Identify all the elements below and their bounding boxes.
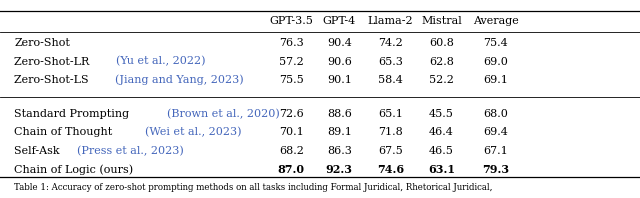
Text: 90.1: 90.1 xyxy=(327,75,351,85)
Text: 67.1: 67.1 xyxy=(484,146,508,156)
Text: 45.5: 45.5 xyxy=(429,109,454,119)
Text: 46.5: 46.5 xyxy=(429,146,454,156)
Text: Mistral: Mistral xyxy=(421,16,462,26)
Text: 62.8: 62.8 xyxy=(429,57,454,67)
Text: 52.2: 52.2 xyxy=(429,75,454,85)
Text: (Brown et al., 2020): (Brown et al., 2020) xyxy=(167,109,280,119)
Text: 68.0: 68.0 xyxy=(484,109,508,119)
Text: 79.3: 79.3 xyxy=(483,164,509,175)
Text: Chain of Thought: Chain of Thought xyxy=(14,128,116,137)
Text: Standard Prompting: Standard Prompting xyxy=(14,109,132,119)
Text: 70.1: 70.1 xyxy=(279,128,303,137)
Text: 69.0: 69.0 xyxy=(484,57,508,67)
Text: Self-Ask: Self-Ask xyxy=(14,146,63,156)
Text: 87.0: 87.0 xyxy=(278,164,305,175)
Text: 46.4: 46.4 xyxy=(429,128,454,137)
Text: 75.4: 75.4 xyxy=(484,38,508,48)
Text: 65.3: 65.3 xyxy=(378,57,403,67)
Text: Table 1: Accuracy of zero-shot prompting methods on all tasks including Formal J: Table 1: Accuracy of zero-shot prompting… xyxy=(14,183,493,192)
Text: 58.4: 58.4 xyxy=(378,75,403,85)
Text: Zero-Shot-LR: Zero-Shot-LR xyxy=(14,57,93,67)
Text: 76.3: 76.3 xyxy=(279,38,303,48)
Text: 67.5: 67.5 xyxy=(378,146,403,156)
Text: Llama-2: Llama-2 xyxy=(367,16,413,26)
Text: 92.3: 92.3 xyxy=(326,164,353,175)
Text: 60.8: 60.8 xyxy=(429,38,454,48)
Text: Zero-Shot-LS: Zero-Shot-LS xyxy=(14,75,92,85)
Text: (Jiang and Yang, 2023): (Jiang and Yang, 2023) xyxy=(115,75,243,86)
Text: (Press et al., 2023): (Press et al., 2023) xyxy=(77,146,184,156)
Text: GPT-4: GPT-4 xyxy=(323,16,356,26)
Text: 74.2: 74.2 xyxy=(378,38,403,48)
Text: Zero-Shot: Zero-Shot xyxy=(14,38,70,48)
Text: 72.6: 72.6 xyxy=(279,109,303,119)
Text: 89.1: 89.1 xyxy=(327,128,351,137)
Text: 90.4: 90.4 xyxy=(327,38,351,48)
Text: 65.1: 65.1 xyxy=(378,109,403,119)
Text: 63.1: 63.1 xyxy=(428,164,455,175)
Text: Average: Average xyxy=(473,16,519,26)
Text: 88.6: 88.6 xyxy=(327,109,351,119)
Text: 57.2: 57.2 xyxy=(279,57,303,67)
Text: 71.8: 71.8 xyxy=(378,128,403,137)
Text: 90.6: 90.6 xyxy=(327,57,351,67)
Text: 69.1: 69.1 xyxy=(484,75,508,85)
Text: 74.6: 74.6 xyxy=(377,164,404,175)
Text: 75.5: 75.5 xyxy=(279,75,303,85)
Text: (Wei et al., 2023): (Wei et al., 2023) xyxy=(145,127,242,138)
Text: 69.4: 69.4 xyxy=(484,128,508,137)
Text: 86.3: 86.3 xyxy=(327,146,351,156)
Text: (Yu et al., 2022): (Yu et al., 2022) xyxy=(116,56,205,67)
Text: GPT-3.5: GPT-3.5 xyxy=(269,16,313,26)
Text: 68.2: 68.2 xyxy=(279,146,303,156)
Text: Chain of Logic (ours): Chain of Logic (ours) xyxy=(14,165,133,175)
